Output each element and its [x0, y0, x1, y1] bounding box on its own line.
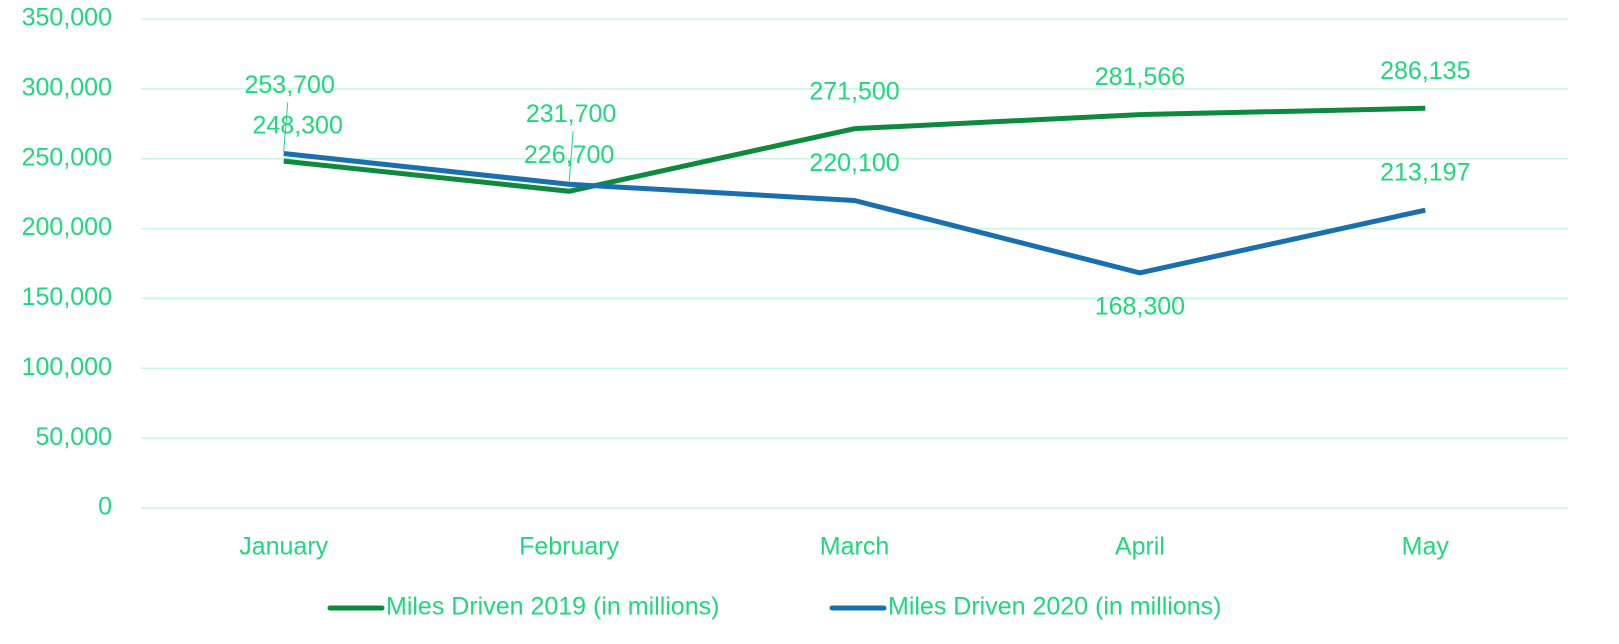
series-line: [283, 151, 1426, 276]
y-tick-label: 0: [98, 493, 112, 521]
y-tick-label: 200,000: [22, 213, 112, 241]
series-line: [283, 105, 1426, 194]
x-tick-label: May: [1402, 533, 1450, 561]
legend-label: Miles Driven 2019 (in millions): [386, 593, 719, 621]
data-label: 286,135: [1380, 57, 1470, 85]
x-tick-label: February: [519, 533, 620, 561]
data-label: 220,100: [809, 149, 899, 177]
x-tick-label: April: [1115, 533, 1165, 561]
x-tick-label: January: [239, 533, 328, 561]
data-label: 168,300: [1095, 292, 1185, 320]
data-label: 248,300: [253, 112, 343, 140]
data-label: 281,566: [1095, 63, 1185, 91]
legend-label: Miles Driven 2020 (in millions): [888, 593, 1221, 621]
y-tick-label: 100,000: [22, 353, 112, 381]
y-tick-label: 250,000: [22, 143, 112, 171]
data-label: 253,700: [245, 71, 335, 99]
leader-line: [283, 102, 289, 152]
y-tick-label: 50,000: [36, 423, 112, 451]
data-label: 226,700: [524, 141, 614, 169]
y-tick-label: 150,000: [22, 283, 112, 311]
y-tick-label: 350,000: [22, 4, 112, 32]
data-label: 231,700: [526, 100, 616, 128]
data-label: 271,500: [809, 77, 899, 105]
data-label: 213,197: [1380, 159, 1470, 187]
y-tick-label: 300,000: [22, 73, 112, 101]
x-tick-label: March: [820, 533, 889, 561]
leader-line: [568, 131, 574, 183]
